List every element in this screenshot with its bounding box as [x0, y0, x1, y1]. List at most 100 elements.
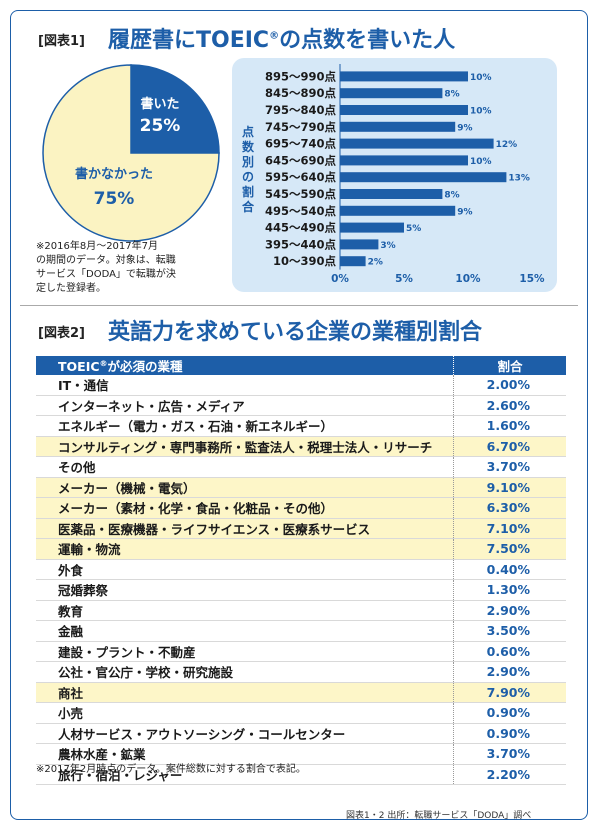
data-label: 10% — [470, 73, 492, 83]
table-row: 運輸・物流 7.50% — [36, 538, 566, 560]
y-axis-label-char: 点 — [242, 124, 254, 139]
rate-cell: 6.30% — [453, 497, 566, 519]
industry-cell: 人材サービス・アウトソーシング・コールセンター — [36, 723, 454, 744]
category-label: 445～490点 — [265, 221, 337, 235]
figure1-title: 履歴書にTOEIC®の点数を書いた人 — [108, 22, 455, 54]
bar — [340, 88, 443, 99]
header-reg: ® — [99, 358, 108, 368]
industry-cell: 医薬品・医療機器・ライフサイエンス・医療系サービス — [36, 518, 454, 539]
category-label: 595～640点 — [265, 170, 337, 184]
rate-cell: 2.90% — [453, 661, 566, 683]
category-label: 745～790点 — [265, 120, 337, 134]
rate-cell: 7.10% — [453, 518, 566, 539]
industry-cell: 金融 — [36, 620, 454, 642]
x-tick-label: 10% — [455, 273, 481, 285]
rate-cell: 0.90% — [453, 723, 566, 744]
header-industry: TOEIC®が必須の業種 — [36, 356, 454, 375]
data-label: 10% — [470, 107, 492, 117]
industry-cell: その他 — [36, 456, 454, 478]
table-header-row: TOEIC®が必須の業種 割合 — [36, 356, 566, 375]
table-row: 公社・官公庁・学校・研究施設 2.90% — [36, 661, 566, 683]
figure1-note-line: ※2016年8月～2017年7月 — [36, 241, 159, 252]
industry-cell: メーカー（機械・電気） — [36, 477, 454, 498]
data-label: 8% — [444, 191, 459, 201]
bar — [340, 205, 456, 216]
category-label: 845～890点 — [265, 86, 337, 100]
table-row: メーカー（機械・電気） 9.10% — [36, 477, 566, 498]
rate-cell: 3.70% — [453, 456, 566, 478]
figure2-title: 英語力を求めている企業の業種別割合 — [108, 320, 483, 345]
bar — [340, 256, 366, 267]
industry-cell: 旅行・宿泊・レジャー — [36, 764, 454, 785]
data-label: 8% — [444, 90, 459, 100]
category-label: 495～540点 — [265, 204, 337, 218]
data-label: 9% — [457, 207, 472, 217]
rate-cell: 2.00% — [453, 375, 566, 396]
table-row: インターネット・広告・メディア 2.60% — [36, 395, 566, 416]
table-row: 建設・プラント・不動産 0.60% — [36, 641, 566, 662]
industry-cell: 農林水産・鉱業 — [36, 743, 454, 765]
rate-cell: 9.10% — [453, 477, 566, 498]
industry-cell: 小売 — [36, 702, 454, 724]
y-axis-label-char: 割 — [242, 184, 254, 199]
bar — [340, 172, 507, 183]
bar — [340, 189, 443, 199]
category-label: 395～440点 — [265, 237, 337, 251]
pie-value: 75% — [94, 189, 135, 209]
pie-value: 25% — [140, 116, 181, 136]
data-label: 5% — [406, 224, 421, 234]
figure2-note: ※2017年2月時点のデータ。案件総数に対する割合で表記。 — [36, 764, 306, 775]
rate-cell: 0.40% — [453, 559, 566, 580]
industry-cell: エネルギー（電力・ガス・石油・新エネルギー） — [36, 415, 454, 437]
pie-slice — [42, 64, 220, 242]
rate-cell: 6.70% — [453, 436, 566, 457]
rate-cell: 3.50% — [453, 620, 566, 642]
rate-cell: 2.90% — [453, 600, 566, 621]
header-rate: 割合 — [453, 356, 566, 375]
bar — [340, 105, 468, 115]
rate-cell: 1.30% — [453, 579, 566, 601]
data-label: 3% — [380, 241, 395, 251]
industry-cell: IT・通信 — [36, 375, 454, 396]
industry-cell: 冠婚葬祭 — [36, 579, 454, 601]
industry-cell: メーカー（素材・化学・食品・化粧品・その他） — [36, 497, 454, 519]
source-credit: 図表1・2 出所：転職サービス「DODA」調べ — [346, 811, 532, 821]
figure1-note-line: サービス「DODA」で転職が決 — [36, 269, 176, 280]
data-label: 13% — [508, 174, 530, 184]
rate-cell: 0.60% — [453, 641, 566, 662]
industry-cell: コンサルティング・専門事務所・監査法人・税理士法人・リサーチ — [36, 436, 454, 457]
pie-label: 書かなかった — [75, 166, 153, 182]
industry-table: TOEIC®が必須の業種 割合 IT・通信 2.00% インターネット・広告・メディ… — [36, 356, 566, 785]
figure-frame — [10, 10, 588, 820]
bar — [340, 239, 379, 250]
y-axis-label-char: の — [242, 170, 254, 184]
table-row: 商社 7.90% — [36, 682, 566, 703]
category-label: 695～740点 — [265, 137, 337, 151]
section-divider — [20, 305, 578, 306]
table-row: 医薬品・医療機器・ライフサイエンス・医療系サービス 7.10% — [36, 518, 566, 539]
y-axis-label-char: 数 — [242, 139, 255, 154]
data-label: 2% — [368, 258, 383, 268]
industry-cell: 運輸・物流 — [36, 538, 454, 560]
bar — [340, 155, 468, 166]
table-row: 教育 2.90% — [36, 600, 566, 621]
rate-cell: 1.60% — [453, 415, 566, 437]
table-row: 外食 0.40% — [36, 559, 566, 580]
figure1-title-rest: の点数を書いた人 — [279, 28, 456, 53]
table-row: エネルギー（電力・ガス・石油・新エネルギー） 1.60% — [36, 415, 566, 437]
table-row: コンサルティング・専門事務所・監査法人・税理士法人・リサーチ 6.70% — [36, 436, 566, 457]
pie-slice — [130, 64, 220, 154]
table-row: 農林水産・鉱業 3.70% — [36, 743, 566, 765]
category-label: 545～590点 — [265, 187, 337, 201]
figure1-note: ※2016年8月～2017年7月 の期間のデータ。対象は、転職 サービス「DOD… — [36, 240, 226, 296]
bar — [340, 121, 456, 132]
x-tick-label: 5% — [395, 273, 413, 285]
y-axis-label-char: 別 — [241, 155, 254, 169]
table-row: IT・通信 2.00% — [36, 375, 566, 396]
table-row: 小売 0.90% — [36, 702, 566, 724]
rate-cell: 7.50% — [453, 538, 566, 560]
figure2-label: [図表2] — [38, 326, 85, 341]
industry-cell: 商社 — [36, 682, 454, 703]
category-label: 645～690点 — [265, 153, 337, 167]
